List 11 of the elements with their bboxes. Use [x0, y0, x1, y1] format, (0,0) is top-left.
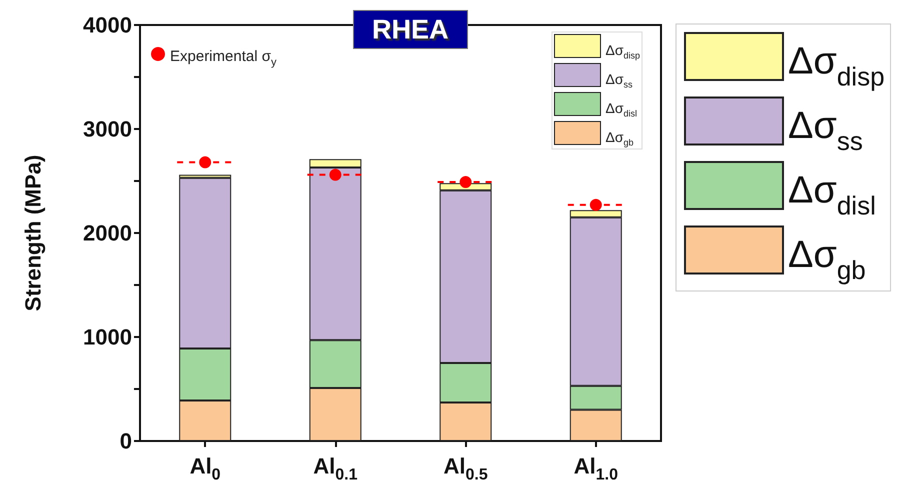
chart-title: RHEA — [372, 14, 449, 44]
point — [329, 168, 342, 181]
y-tick-label: 3000 — [83, 116, 132, 142]
point — [590, 198, 602, 211]
y-axis-title: Strength (MPa) — [20, 154, 46, 312]
y-tick-label: 4000 — [83, 12, 132, 38]
y-tick-label: 0 — [120, 428, 132, 454]
y-tick-label: 2000 — [83, 220, 132, 246]
y-tick-label: 1000 — [83, 324, 132, 350]
point — [460, 176, 472, 188]
point — [199, 156, 212, 168]
